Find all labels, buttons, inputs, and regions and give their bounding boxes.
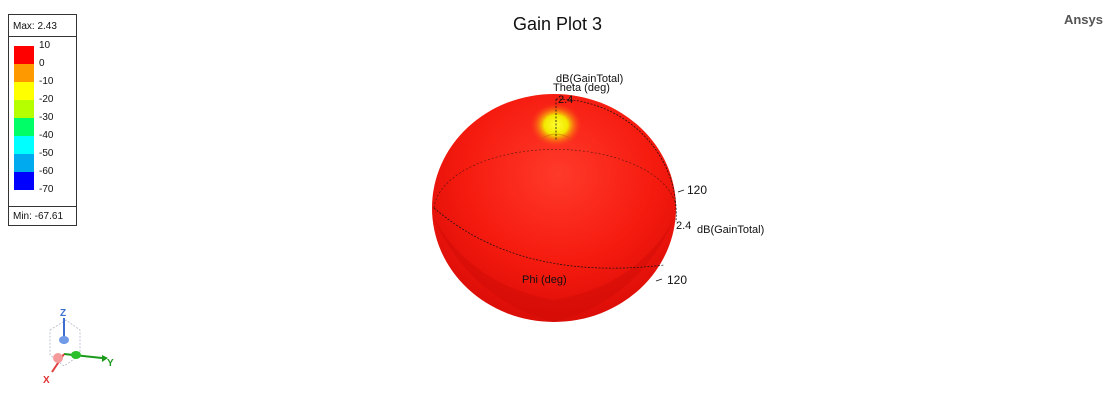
phi-arc bbox=[433, 207, 665, 269]
axis-x-label: X bbox=[43, 375, 50, 386]
axis-z-label: Z bbox=[60, 308, 66, 319]
right-value-label: 2.4 bbox=[676, 220, 691, 232]
legend-max-label: Max: 2.43 bbox=[13, 21, 57, 32]
legend-tick-label: -20 bbox=[39, 94, 54, 105]
legend-swatch bbox=[14, 118, 34, 136]
right-quantity-label: dB(GainTotal) bbox=[697, 224, 764, 236]
color-legend: Max: 2.43 10 0 -10 -20 -30 -40 -50 -60 -70 Min: … bbox=[8, 14, 77, 226]
legend-min-label: Min: -67.61 bbox=[13, 211, 64, 222]
gain-surface bbox=[432, 94, 676, 322]
legend-tick-label: -10 bbox=[39, 76, 54, 87]
legend-swatch bbox=[14, 154, 34, 172]
legend-swatch bbox=[14, 172, 34, 190]
legend-swatch bbox=[14, 64, 34, 82]
phi-label: Phi (deg) bbox=[522, 274, 567, 286]
top-quantity-label: dB(GainTotal) bbox=[556, 73, 623, 85]
legend-divider bbox=[9, 36, 76, 37]
axis-y-label: Y bbox=[107, 358, 114, 369]
legend-tick-label: -70 bbox=[39, 184, 54, 195]
legend-swatch bbox=[14, 82, 34, 100]
ansys-logo: Ansys bbox=[1063, 12, 1103, 27]
top-value-label: 2.4 bbox=[558, 94, 573, 106]
phi-tick-label: 120 bbox=[667, 273, 687, 287]
plot-title: Gain Plot 3 bbox=[512, 14, 603, 34]
theta-label: Theta (deg) bbox=[553, 82, 610, 94]
theta-tick-label: 120 bbox=[687, 183, 707, 197]
legend-swatch bbox=[14, 46, 34, 64]
legend-tick-label: -50 bbox=[39, 148, 54, 159]
legend-tick-label: -30 bbox=[39, 112, 54, 123]
phi-tick-mark bbox=[655, 278, 663, 282]
theta-tick-mark bbox=[677, 189, 685, 193]
legend-swatch bbox=[14, 100, 34, 118]
axes-triad: Z Y X bbox=[43, 308, 114, 386]
phi-arc-back bbox=[433, 149, 677, 216]
legend-tick-label: -60 bbox=[39, 166, 54, 177]
legend-tick-label: 0 bbox=[39, 58, 45, 69]
legend-tick-label: -40 bbox=[39, 130, 54, 141]
surface-shading bbox=[432, 215, 676, 322]
legend-divider bbox=[9, 206, 76, 207]
legend-tick-label: 10 bbox=[39, 40, 51, 51]
legend-swatch bbox=[14, 136, 34, 154]
